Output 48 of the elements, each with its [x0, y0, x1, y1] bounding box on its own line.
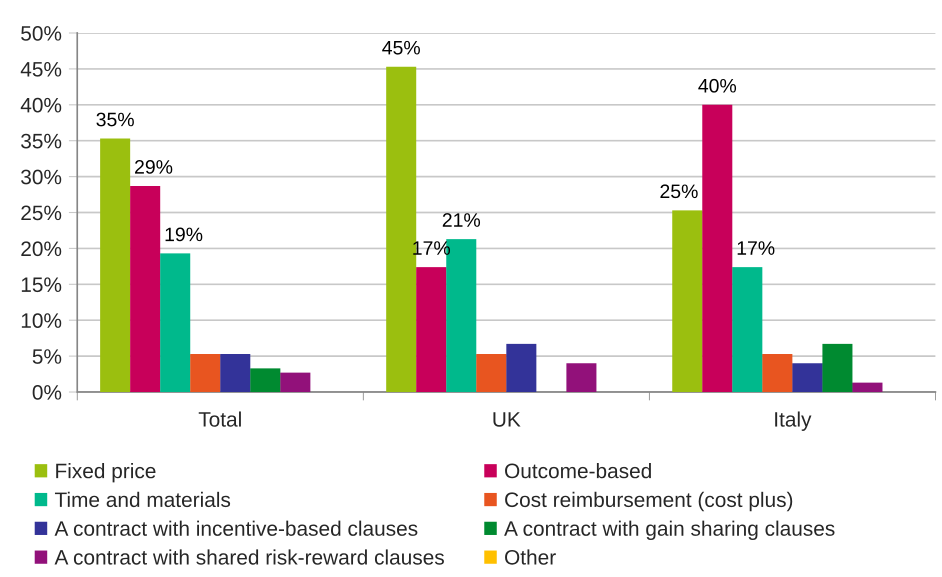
bar — [476, 354, 506, 392]
bar — [852, 382, 882, 392]
y-tick-label: 0% — [32, 385, 62, 400]
y-tick-label: 10% — [22, 313, 62, 328]
y-tick-label: 35% — [21, 134, 62, 148]
y-tick-label: 25% — [21, 206, 62, 220]
bar — [130, 186, 160, 392]
bar — [100, 138, 130, 392]
data-label: 35% — [96, 112, 134, 126]
legend-label: Other — [505, 549, 556, 565]
y-tick-label: 45% — [20, 62, 62, 77]
legend-label: Cost reimbursement (cost plus) — [505, 492, 792, 512]
data-label: 17% — [738, 241, 774, 255]
bar — [792, 363, 822, 392]
legend-label: Outcome-based — [505, 463, 651, 478]
x-tick-label: UK — [493, 412, 521, 427]
bar — [280, 372, 310, 392]
legend-label: Time and materials — [54, 492, 230, 508]
bar — [702, 104, 732, 392]
bar — [160, 253, 190, 392]
bar — [506, 344, 536, 392]
bar — [762, 354, 792, 392]
y-tick-label: 40% — [20, 98, 62, 113]
y-tick-label: 15% — [22, 277, 62, 292]
data-label: 19% — [166, 227, 202, 242]
bar — [416, 267, 446, 392]
data-label: 45% — [382, 40, 420, 55]
legend-label: A contract with shared risk-reward clauses — [54, 549, 444, 565]
bar — [732, 267, 762, 392]
y-tick-label: 20% — [21, 241, 62, 256]
bar — [566, 363, 596, 392]
bar — [250, 368, 280, 392]
data-label: 25% — [660, 184, 698, 198]
y-tick-label: 30% — [21, 170, 62, 184]
legend-label: A contract with gain sharing clauses — [504, 520, 835, 540]
y-tick-label: 50% — [21, 26, 62, 41]
data-label: 40% — [698, 78, 736, 93]
legend-label: A contract with incentive-based clauses — [54, 520, 418, 536]
x-tick-label: Total — [198, 411, 241, 427]
x-tick-label: Italy — [775, 411, 812, 431]
bar — [190, 354, 220, 392]
y-tick-label: 5% — [32, 349, 62, 364]
data-label: 21% — [442, 213, 480, 227]
bar — [672, 210, 702, 392]
bar — [822, 344, 852, 392]
bar — [220, 354, 250, 392]
legend-label: Fixed price — [56, 463, 156, 482]
data-label: 29% — [135, 160, 172, 174]
